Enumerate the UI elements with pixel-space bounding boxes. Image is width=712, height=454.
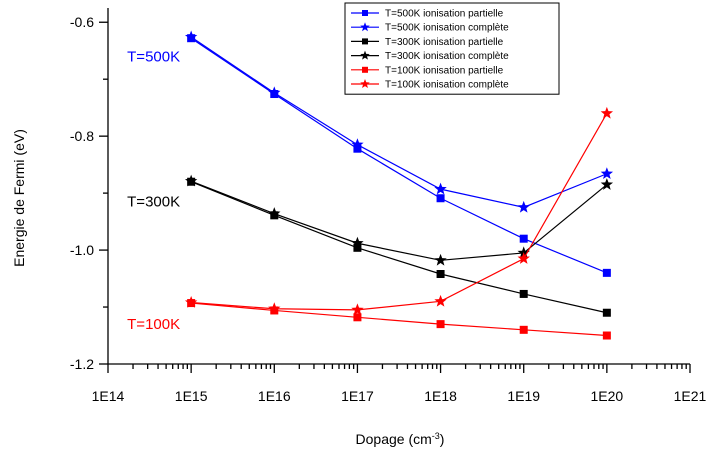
data-point [436,320,445,329]
data-point [602,308,611,317]
data-point [184,30,198,43]
series-line [190,37,608,274]
series-3 [184,174,614,266]
legend-marker [362,66,368,73]
legend-box [344,2,560,95]
series-line [191,302,607,337]
y-axis-label: Energie de Fermi (eV) [11,129,27,267]
series-line [190,181,607,314]
data-point [602,268,611,277]
x-tick-label: 1E20 [591,388,624,404]
data-point [184,295,198,308]
data-point [268,207,281,219]
y-tick-label: -0.6 [70,14,94,30]
y-tick-label: -1.0 [70,242,94,258]
data-point [351,303,364,316]
data-point [602,331,611,340]
temperature-annotation: T=300K [127,194,180,211]
data-point [517,200,530,213]
series-5 [184,106,614,316]
series-line [190,36,608,208]
data-point [600,178,614,190]
data-point [519,289,528,298]
data-point [353,313,362,322]
x-tick-label: 1E21 [674,388,707,404]
legend-marker [360,79,370,89]
data-point [351,236,364,249]
temperature-annotation: T=500K [127,48,180,65]
legend-label: T=300K ionisation complète [385,51,509,62]
legend: T=500K ionisation partielle T=500K ionisa… [344,2,560,95]
legend-label: T=100K ionisation partielle [385,65,504,76]
series-line [190,180,608,261]
data-point [434,294,447,307]
x-axis-label: Dopage (cm-3) [356,431,445,447]
x-tick-label: 1E14 [92,388,125,404]
x-tick-label: 1E15 [175,388,208,404]
data-point [600,167,614,180]
legend-label: T=100K ionisation complète [385,80,509,91]
data-point [353,243,362,252]
legend-label: T=300K ionisation partielle [385,37,504,48]
series-2 [187,177,611,317]
annotations: T=500K T=300K T=100K [127,48,180,333]
legend-marker [362,38,368,45]
data-point [519,325,528,334]
legend-marker [362,10,368,16]
data-point [434,182,447,195]
data-point [184,174,198,187]
x-tick-label: 1E16 [258,388,291,404]
data-point [436,194,445,203]
x-tick-label: 1E19 [507,388,540,404]
series-line [191,113,608,311]
legend-label: T=500K ionisation partielle [385,9,504,20]
y-tick-label: -0.8 [70,128,94,144]
x-tick-label: 1E17 [341,388,374,404]
data-point [517,252,530,264]
data-point [268,302,281,315]
legend-label: T=500K ionisation complète [385,23,509,34]
data-point [351,138,364,150]
data-point [600,106,614,119]
legend-marker [360,22,370,32]
legend-marker [360,50,370,60]
x-axis-label-sup: -3 [432,431,440,441]
temperature-annotation: T=100K [127,316,180,333]
data-point [434,253,447,266]
y-tick-label: -1.2 [70,356,94,372]
data-point [353,144,362,153]
data-point [436,270,445,279]
series-1 [184,30,614,213]
axes: 1E14 1E15 1E16 1E17 1E18 1E19 1E20 1E21 -1.2 -1.0… [70,8,707,404]
series-layer [184,30,614,340]
data-point [519,234,528,243]
data-point [268,86,281,99]
x-tick-label: 1E18 [424,388,457,404]
